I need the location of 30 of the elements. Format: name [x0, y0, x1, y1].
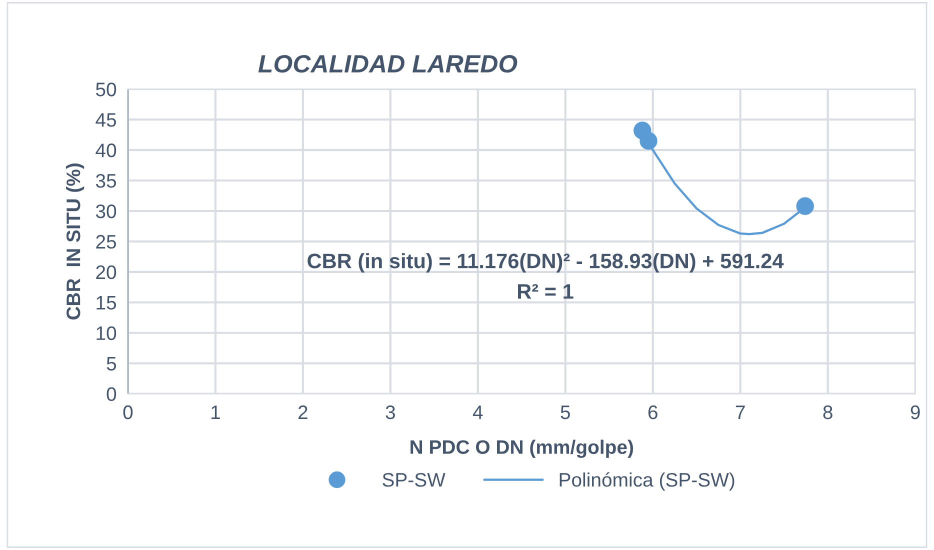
x-tick-label: 7: [736, 406, 745, 419]
x-tick-label: 3: [386, 405, 395, 420]
y-tick-label: 40: [96, 144, 116, 158]
y-tick-label: 20: [96, 265, 116, 280]
y-tick-label: 25: [96, 234, 116, 249]
y-tick-label: 45: [96, 113, 116, 127]
x-axis-title: N PDC O DN (mm/golpe): [410, 440, 634, 458]
x-tick-label: 5: [560, 406, 570, 420]
annotation: R² = 1: [518, 284, 574, 299]
x-tick-label: 8: [823, 405, 832, 420]
legend-label: Polinómica (SP-SW): [560, 472, 734, 491]
y-tick-label: 0: [106, 387, 116, 402]
point: [640, 132, 658, 150]
y-tick-label: 15: [96, 296, 116, 310]
y-tick-label: 10: [96, 326, 116, 340]
y-tick-label: 35: [96, 174, 116, 188]
y-tick-label: 5: [106, 357, 116, 371]
x-tick-label: 6: [648, 405, 658, 420]
x-tick-label: 2: [298, 405, 308, 419]
chart-title: LOCALIDAD LAREDO: [258, 54, 518, 73]
x-tick-label: 9: [910, 405, 920, 420]
point: [796, 197, 814, 215]
y-tick-label: 50: [96, 82, 116, 96]
legend-label: SP-SW: [382, 472, 446, 487]
y-axis-title: CBR IN SITU (%): [66, 164, 84, 320]
x-tick-label: 1: [212, 406, 220, 419]
y-tick-label: 30: [96, 204, 116, 218]
annotation: CBR (in situ) = 11.176(DN)² - 158.93(DN) + 591.24: [308, 253, 784, 272]
x-tick-label: 0: [123, 405, 133, 420]
x-tick-label: 4: [472, 406, 483, 419]
